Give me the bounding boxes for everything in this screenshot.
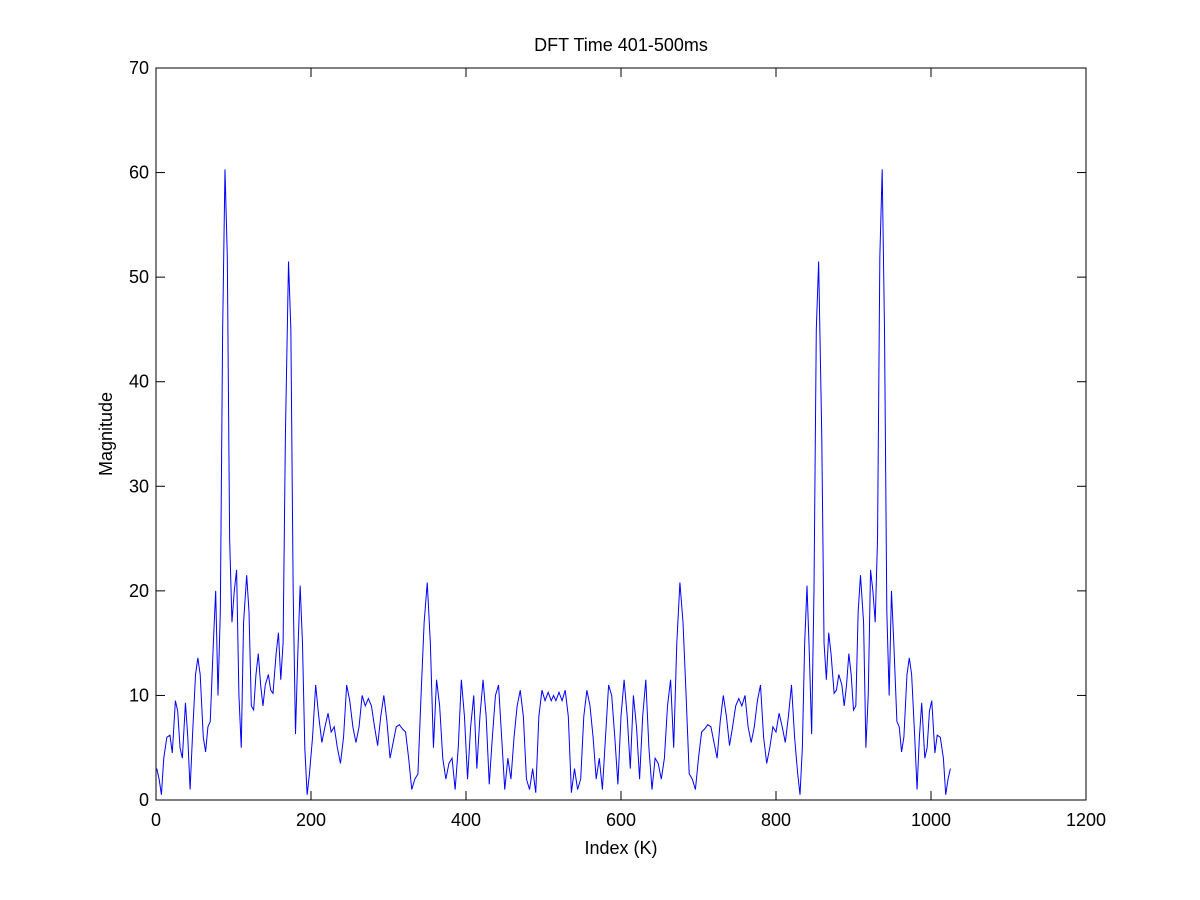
x-axis-label: Index (K) — [584, 838, 657, 858]
y-tick-label: 30 — [129, 476, 149, 496]
x-tick-label: 200 — [296, 810, 326, 830]
x-tick-label: 1200 — [1066, 810, 1106, 830]
x-tick-label: 0 — [151, 810, 161, 830]
chart-title: DFT Time 401-500ms — [534, 35, 708, 55]
y-tick-label: 40 — [129, 372, 149, 392]
x-tick-label: 1000 — [911, 810, 951, 830]
x-tick-label: 600 — [606, 810, 636, 830]
y-tick-label: 0 — [139, 790, 149, 810]
plot-frame — [155, 67, 1087, 801]
x-tick-label: 800 — [761, 810, 791, 830]
y-tick-label: 10 — [129, 685, 149, 705]
y-tick-label: 70 — [129, 58, 149, 78]
data-line — [156, 169, 951, 795]
y-tick-label: 20 — [129, 581, 149, 601]
y-tick-label: 50 — [129, 267, 149, 287]
y-tick-label: 60 — [129, 163, 149, 183]
y-axis-label: Magnitude — [96, 392, 116, 476]
x-tick-label: 400 — [451, 810, 481, 830]
